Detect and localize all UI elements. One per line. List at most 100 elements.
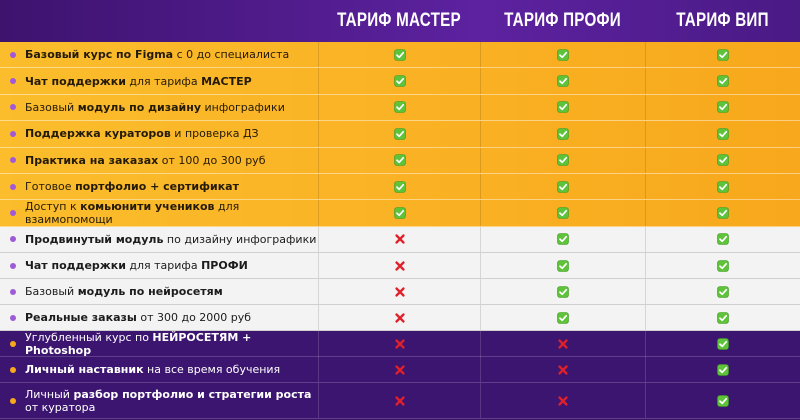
feature-cell: [480, 173, 645, 200]
bullet: [10, 78, 16, 85]
row-label: Поддержка кураторов и проверка ДЗ: [0, 121, 318, 146]
row-label: Личный разбор портфолио и стратегии рост…: [0, 383, 318, 418]
label-text: Реальные заказы от 300 до 2000 руб: [25, 311, 251, 324]
check-icon: [557, 75, 569, 87]
table-row: Поддержка кураторов и проверка ДЗ: [0, 121, 800, 148]
check-icon: [393, 101, 406, 114]
check-icon: [717, 364, 729, 376]
label-segment: с 0 до специалиста: [173, 48, 290, 62]
cross-icon: [394, 234, 405, 244]
label-segment: Личный: [25, 387, 74, 401]
feature-cell: [480, 200, 645, 227]
feature-cell: [318, 305, 480, 331]
row-label: Продвинутый модуль по дизайну инфографик…: [0, 227, 318, 252]
row-label: Практика на заказах от 100 до 300 руб: [0, 148, 318, 173]
bullet: [10, 236, 16, 243]
check-icon: [717, 233, 729, 246]
label-segment: на все время обучения: [143, 363, 281, 377]
feature-cell: [480, 357, 645, 383]
check-icon: [393, 154, 406, 167]
header: ТАРИФ МАСТЕР ТАРИФ ПРОФИ ТАРИФ ВИП: [0, 0, 800, 42]
label-text: Готовое портфолио + сертификат: [25, 180, 239, 193]
cross-icon: [558, 339, 568, 350]
bullet: [10, 366, 16, 373]
label-segment: для тарифа: [125, 74, 202, 88]
row-label: Чат поддержки для тарифа ПРОФИ: [0, 253, 318, 278]
label-segment: портфолио + сертификат: [75, 180, 239, 194]
label-text: Продвинутый модуль по дизайну инфографик…: [25, 233, 316, 246]
check-icon: [557, 154, 569, 167]
cross-icon: [558, 365, 568, 375]
check-icon: [717, 128, 729, 140]
label-segment: МАСТЕР: [201, 74, 252, 88]
label-segment: разбор портфолио и стратегии роста: [73, 387, 312, 401]
label-segment: для взаимопомощи: [25, 200, 243, 227]
feature-cell: [480, 68, 645, 94]
feature-cell: [318, 252, 480, 279]
table-body: Базовый курс по Figma с 0 до специалиста…: [0, 42, 800, 420]
label-segment: модуль по нейросетям: [77, 285, 223, 299]
feature-cell: [645, 226, 800, 252]
cross-icon: [394, 287, 405, 297]
feature-cell: [645, 94, 800, 121]
label-segment: Базовый курс по Figma: [25, 48, 174, 62]
row-label: Базовый модуль по дизайну инфографики: [0, 95, 318, 120]
check-icon: [717, 338, 729, 351]
table-row: Чат поддержки для тарифа ПРОФИ: [0, 252, 800, 280]
table-row: Базовый модуль по нейросетям: [0, 279, 800, 306]
cross-icon: [394, 313, 405, 323]
cross-icon: [558, 396, 568, 406]
cross-icon: [394, 396, 405, 406]
row-label: Готовое портфолио + сертификат: [0, 174, 318, 199]
feature-cell: [645, 121, 800, 147]
column-title: ТАРИФ ПРОФИ: [504, 10, 621, 31]
check-icon: [557, 48, 569, 61]
label-segment: по дизайну инфографики: [163, 232, 317, 246]
bullet: [10, 51, 16, 58]
table-row: Углубленный курс по НЕЙРОСЕТЯМ + Photosh…: [0, 331, 800, 358]
table-row: Личный разбор портфолио и стратегии рост…: [0, 383, 800, 420]
check-icon: [557, 180, 569, 193]
label-segment: Личный наставник: [25, 363, 144, 377]
bullet: [10, 157, 16, 164]
check-icon: [557, 207, 569, 220]
feature-cell: [318, 94, 480, 121]
label-segment: от 300 до 2000 руб: [136, 311, 252, 325]
feature-cell: [645, 279, 800, 305]
feature-cell: [645, 68, 800, 94]
check-icon: [717, 48, 729, 61]
feature-cell: [645, 252, 800, 279]
label-segment: Базовый: [25, 100, 78, 114]
feature-cell: [318, 200, 480, 227]
column-title: ТАРИФ ВИП: [676, 10, 769, 31]
check-icon: [393, 128, 406, 140]
label-segment: Готовое: [25, 180, 76, 194]
label-text: Базовый модуль по нейросетям: [25, 285, 223, 298]
bullet: [10, 183, 16, 190]
check-icon: [557, 128, 569, 140]
feature-cell: [645, 200, 800, 227]
feature-cell: [318, 68, 480, 94]
cross-icon: [394, 365, 405, 375]
column-title: ТАРИФ МАСТЕР: [337, 10, 461, 31]
check-icon: [393, 180, 406, 193]
check-icon: [717, 395, 729, 407]
label-segment: Продвинутый модуль: [25, 232, 164, 246]
feature-cell: [645, 305, 800, 331]
feature-cell: [318, 42, 480, 68]
label-segment: НЕЙРОСЕТЯМ + Photoshop: [25, 331, 256, 358]
check-icon: [557, 312, 569, 324]
table-row: Доступ к комьюнити учеников для взаимопо…: [0, 200, 800, 227]
table-row: Готовое портфолио + сертификат: [0, 173, 800, 201]
label-segment: Поддержка кураторов: [25, 127, 171, 141]
label-text: Личный наставник на все время обучения: [25, 363, 280, 376]
feature-cell: [645, 383, 800, 419]
feature-cell: [480, 42, 645, 68]
table-row: Базовый курс по Figma с 0 до специалиста: [0, 42, 800, 69]
check-icon: [557, 259, 569, 272]
check-icon: [717, 154, 729, 167]
feature-cell: [318, 173, 480, 200]
label-text: Углубленный курс по НЕЙРОСЕТЯМ + Photosh…: [25, 331, 318, 357]
feature-cell: [318, 226, 480, 252]
check-icon: [717, 75, 729, 87]
